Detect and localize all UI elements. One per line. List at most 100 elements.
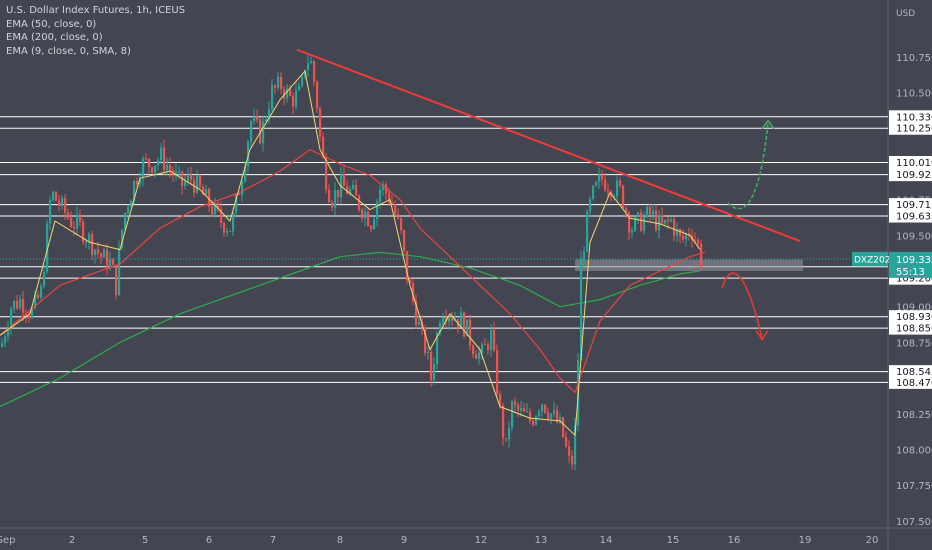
- candle-body: [388, 193, 391, 203]
- candle-up: [301, 73, 304, 88]
- ema200-line: [0, 251, 701, 408]
- candle-down: [370, 224, 373, 232]
- time-tick-label: 5: [142, 535, 148, 546]
- candle-down: [682, 229, 685, 244]
- candle-body: [574, 425, 577, 465]
- candle-body: [118, 247, 121, 295]
- candle-down: [430, 348, 433, 387]
- candle-body: [265, 119, 268, 122]
- candle-up: [376, 198, 379, 227]
- level-label-text: 110.330: [896, 112, 932, 123]
- candle-down: [619, 177, 622, 189]
- candle-up: [652, 203, 655, 221]
- candle-down: [355, 179, 358, 196]
- candle-body: [130, 200, 133, 208]
- candle-body: [601, 174, 604, 180]
- candle-body: [343, 174, 346, 186]
- candle-down: [649, 203, 652, 222]
- candle-up: [481, 341, 484, 360]
- candle-body: [85, 241, 88, 243]
- price-tick-label: 108.250: [896, 410, 932, 421]
- candle-body: [46, 223, 49, 273]
- level-label-box: [889, 209, 932, 223]
- candle-body: [313, 61, 316, 82]
- candle-body: [511, 401, 514, 429]
- candle-body: [235, 194, 238, 213]
- candle-up: [130, 199, 133, 208]
- candle-up: [460, 306, 463, 328]
- candle-body: [637, 212, 640, 217]
- candle-body: [127, 207, 130, 213]
- candle-down: [451, 311, 454, 326]
- current-price-text: 109.335: [896, 255, 932, 266]
- candle-up: [10, 306, 13, 336]
- candle-down: [496, 344, 499, 397]
- candle-body: [598, 174, 601, 183]
- candle-body: [4, 336, 7, 343]
- candle-body: [250, 121, 253, 142]
- candle-body: [478, 352, 481, 359]
- candle-body: [145, 158, 148, 160]
- candle-body: [319, 108, 322, 137]
- candle-body: [166, 165, 169, 170]
- candle-body: [430, 351, 433, 381]
- bearish-arrowhead: [755, 329, 769, 341]
- candle-body: [433, 364, 436, 381]
- support-zone: [575, 259, 803, 271]
- candle-down: [628, 210, 631, 241]
- candle-up: [94, 248, 97, 264]
- candle-down: [484, 338, 487, 346]
- candle-body: [616, 180, 619, 197]
- candle-body: [619, 180, 622, 186]
- candle-down: [412, 279, 415, 306]
- candle-body: [646, 207, 649, 218]
- candle-body: [445, 317, 448, 322]
- level-label-text: 109.925: [896, 170, 932, 181]
- candle-up: [1, 338, 4, 348]
- candle-down: [562, 416, 565, 439]
- candle-down: [394, 200, 397, 216]
- candle-body: [589, 198, 592, 212]
- ema9-line: [0, 70, 701, 436]
- level-label-box: [889, 155, 932, 169]
- candle-up: [49, 196, 52, 231]
- candle-up: [277, 71, 280, 91]
- candle-up: [637, 211, 640, 224]
- candle-up: [541, 403, 544, 418]
- candle-body: [391, 202, 394, 205]
- candle-body: [13, 300, 16, 309]
- candle-body: [280, 76, 283, 90]
- candle-up: [4, 332, 7, 348]
- candle-up: [19, 294, 22, 310]
- candle-up: [559, 412, 562, 425]
- candle-body: [544, 404, 547, 413]
- candle-body: [670, 219, 673, 222]
- candle-body: [349, 188, 352, 194]
- candle-up: [121, 229, 124, 251]
- candle-body: [667, 219, 670, 222]
- candle-down: [391, 194, 394, 206]
- candle-down: [145, 152, 148, 162]
- candle-up: [670, 216, 673, 223]
- candle-down: [568, 440, 571, 464]
- candle-body: [151, 167, 154, 173]
- candle-down: [367, 208, 370, 227]
- candle-up: [142, 155, 145, 186]
- candle-body: [364, 211, 367, 219]
- candle-body: [565, 437, 568, 447]
- countdown-text: 55:13: [896, 267, 925, 278]
- bullish-projection-arrow: [727, 122, 769, 210]
- candle-body: [226, 231, 229, 233]
- candle-up: [334, 181, 337, 216]
- candle-up: [418, 315, 421, 326]
- candle-body: [49, 200, 52, 224]
- candle-up: [382, 181, 385, 197]
- candle-body: [427, 351, 430, 353]
- level-label-box: [889, 310, 932, 324]
- level-label-box: [889, 168, 932, 182]
- candle-up: [439, 319, 442, 337]
- level-label-text: 108.470: [896, 378, 932, 389]
- candle-up: [13, 300, 16, 314]
- candle-up: [244, 161, 247, 184]
